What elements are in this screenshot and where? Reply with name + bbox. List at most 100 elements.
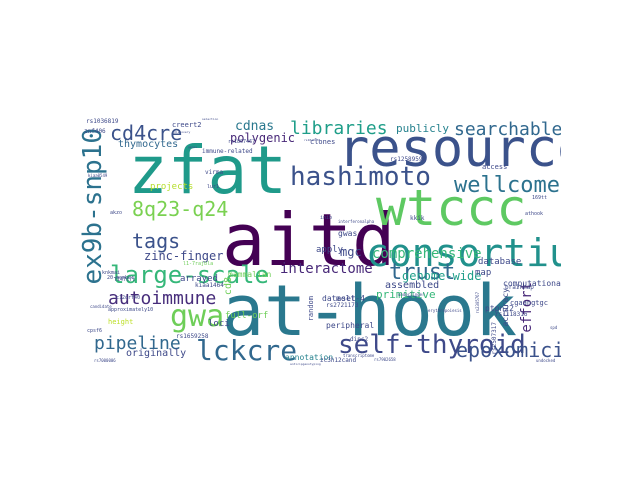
word-rs2721173: rs2721173 <box>326 302 359 309</box>
word-immune-related: immune-related <box>202 148 253 155</box>
word-erythropoiesis: erythropoiesis <box>428 308 462 313</box>
word-dipc2: dipc2 <box>350 336 369 343</box>
word-kkik: kkik <box>410 215 425 222</box>
word-akzo: akzo <box>110 210 123 216</box>
word-cloud: zfat at-hook aitd resource wtccc consort… <box>80 112 561 369</box>
word-cdnas: cdnas <box>235 119 275 134</box>
word-mammalian: mammalian <box>228 270 272 279</box>
word-zinc-finger: zinc-finger <box>144 249 224 263</box>
word-discovery: discovery <box>174 130 191 134</box>
word-ex9b-snp10: ex9b-snp10 <box>80 128 108 285</box>
word-computational: computational <box>503 279 561 288</box>
word-zc3h12cand: zc3h12cand <box>320 357 357 364</box>
word-undocked: undocked <box>536 358 556 363</box>
word-epoxomicin: epoxomicin <box>456 338 561 362</box>
word-candidate: candidate <box>90 304 112 309</box>
word-at-hook: at-hook <box>222 270 518 352</box>
word-rs7902658: rs7902658 <box>374 357 396 362</box>
word-l1-7rajbla: l1-7rajbla <box>183 261 214 267</box>
word-loci: loci <box>208 319 230 329</box>
word-consortium: consortium <box>366 231 561 275</box>
word-dataset: dataset <box>322 294 356 303</box>
word-inib: inib <box>320 215 333 221</box>
word-assembled: assembled <box>385 280 440 291</box>
word-large-scale: large-scale <box>110 261 269 289</box>
word-primitive: primitive <box>376 288 436 301</box>
word-rs12589592: rs12589592 <box>390 156 427 163</box>
word-anticipgenotyping: anticipgenotyping <box>290 362 321 366</box>
word-rs7000006: rs7000006 <box>94 358 116 363</box>
word-selection: selection <box>202 117 219 121</box>
word-hashimoto: hashimoto <box>290 162 431 192</box>
word-rs1659258: rs1659258 <box>176 333 209 340</box>
word-underlinger: underlinger <box>398 292 425 297</box>
word-cpsf6: cpsf6 <box>87 328 103 334</box>
word-athook: athook <box>525 211 544 217</box>
word-access: access <box>482 163 508 171</box>
word-genome-wide: genome-wide <box>402 269 482 283</box>
word-interactome: interactome <box>280 261 373 277</box>
word-trust: trust <box>389 260 456 285</box>
word-tags: tags <box>132 229 181 253</box>
word-interferonalpha: interferonalpha <box>338 219 375 224</box>
word-rs2305767: rs2305767 <box>475 292 480 314</box>
word-rs1118316: rs1118316 <box>495 311 528 318</box>
word-resource: resource <box>338 119 561 179</box>
word-rs1036819: rs1036819 <box>86 118 119 125</box>
word-pipeline: pipeline <box>94 333 181 354</box>
word-lckcre: lckcre <box>196 334 298 367</box>
word-kiaa0549: kiaa0549 <box>88 173 108 178</box>
word-gwas: gwas <box>338 229 358 238</box>
word-knkmai: knkmai <box>102 270 121 276</box>
word-map: map <box>475 268 492 278</box>
word-cd8: cd8 <box>223 277 234 296</box>
word-transcriptome: transcriptome <box>343 353 375 358</box>
word-peripheral: peripheral <box>326 321 375 330</box>
word-169tt: 169tt <box>532 195 548 201</box>
word-20-member: 20-member <box>107 275 135 281</box>
word-zfat: zfat <box>128 132 287 209</box>
word-rs2507317: rs2507317 <box>491 322 498 355</box>
word-virma: virma <box>205 169 224 176</box>
word-arrayed: arrayed <box>180 274 218 284</box>
word-self-thyroid: self-thyroid <box>338 330 526 360</box>
word-originally: originally <box>126 348 187 359</box>
word-rs1010436: rs1010436 <box>304 138 321 142</box>
word-wtccc: wtccc <box>376 179 527 237</box>
word-approximately10: approximately10 <box>108 307 154 313</box>
word-wellcome: wellcome <box>454 173 560 198</box>
word-genes: genes <box>188 145 198 149</box>
word-8q23-q24: 8q23-q24 <box>132 197 229 221</box>
word-polygenic: polygenic <box>230 131 296 145</box>
word-znf406: znf406 <box>84 128 106 135</box>
word-c12orf40: c12orf40 <box>116 295 141 301</box>
word-spd: spd <box>550 325 558 330</box>
word-molt-4: molt-4 <box>336 294 365 303</box>
word-full-orf: full-orf <box>225 311 269 321</box>
word-height: height <box>108 318 134 326</box>
word-searchable: searchable <box>454 119 561 140</box>
word-autoimmune: autoimmune <box>108 288 217 309</box>
word-l147c7t: l147c7t <box>114 277 136 283</box>
word-ptpn22: ptpn22 <box>485 304 514 313</box>
word-thymocytes: thymocytes <box>118 139 179 150</box>
word-gwa: gwa <box>170 299 225 334</box>
word-database: database <box>478 257 522 267</box>
word-clones: clones <box>310 138 336 146</box>
word-annotation: annotation <box>285 353 334 362</box>
word-comprehensive: comprehensive <box>372 246 482 262</box>
word-random: random <box>307 296 315 322</box>
word-rs1807467: rs1807467 <box>228 139 256 145</box>
word-aitd: aitd <box>222 198 396 282</box>
word-projects: projects <box>150 182 194 192</box>
word-mgc: mgc <box>340 245 362 259</box>
word-publicly: publicly <box>396 122 449 135</box>
word-cd4cre: cd4cre <box>110 121 183 145</box>
word-apply: apply <box>316 245 344 255</box>
word-brainmap: brainmap <box>505 284 534 291</box>
word-libraries: libraries <box>290 118 388 139</box>
word-kiaa1464: kiaa1464 <box>195 282 224 289</box>
word-creert2: creert2 <box>172 121 202 129</box>
word-cgaangtgc: cgaangtgc <box>510 299 548 307</box>
word-lur1: lur1 <box>207 184 220 190</box>
